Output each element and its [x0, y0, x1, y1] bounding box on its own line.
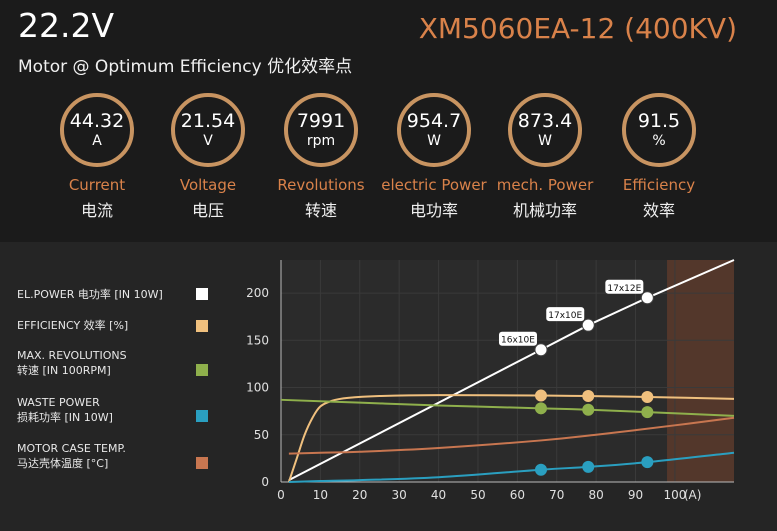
page-subtitle: Motor @ Optimum Efficiency 优化效率点: [18, 57, 353, 77]
data-point-el-power: [534, 343, 548, 357]
x-tick-label: 30: [392, 488, 407, 502]
legend-swatch-case-temp: [196, 457, 208, 469]
gauge-label-cn: 电压: [191, 201, 224, 220]
gauge-label: Voltage: [179, 176, 237, 194]
voltage-title: 22.2V: [18, 6, 115, 45]
gauge-unit: W: [538, 133, 552, 149]
legend-label-efficiency: EFFICIENCY 效率 [%]: [17, 319, 129, 332]
gauge-efficiency: 91.5 % Efficiency 效率: [604, 93, 714, 221]
gauge-voltage: 21.54 V Voltage 电压: [153, 93, 263, 221]
data-point-waste-power: [534, 463, 547, 476]
x-axis-label: (A): [684, 488, 702, 502]
gauge-value: 7991: [296, 110, 346, 132]
y-tick-label: 50: [254, 428, 269, 442]
gauge-current: 44.32 A Current 电流: [42, 93, 152, 221]
x-tick-label: 70: [549, 488, 564, 502]
legend-label-revolutions: MAX. REVOLUTIONS 转速 [IN 100RPM]: [17, 349, 127, 377]
x-tick-label: 40: [431, 488, 446, 502]
gauge-electric-power: 954.7 W electric Power 电功率: [379, 93, 489, 221]
x-tick-label: 90: [628, 488, 643, 502]
legend-label-el-power: EL.POWER 电功率 [IN 10W]: [17, 288, 163, 301]
data-point-efficiency: [582, 390, 595, 403]
x-tick-label: 100: [663, 488, 686, 502]
y-tick-label: 200: [246, 286, 269, 300]
gauge-label: Efficiency: [622, 176, 696, 194]
gauge-value: 954.7: [406, 110, 462, 132]
point-label: 17x12E: [607, 284, 641, 294]
gauge-ring: 954.7 W: [397, 93, 471, 167]
x-tick-label: 60: [510, 488, 525, 502]
gauge-unit: A: [92, 133, 102, 149]
data-point-el-power: [640, 291, 654, 305]
gauge-unit: rpm: [306, 133, 336, 149]
gauge-label: Current: [68, 176, 126, 194]
gauge-value: 21.54: [180, 110, 236, 132]
legend-swatch-el-power: [196, 288, 208, 300]
x-tick-label: 20: [352, 488, 367, 502]
legend-swatch-efficiency: [196, 320, 208, 332]
gauge-label: Revolutions: [277, 176, 365, 194]
gauge-revolutions: 7991 rpm Revolutions 转速: [266, 93, 376, 221]
point-label-box: [605, 279, 644, 294]
point-label-box: [498, 331, 537, 346]
gauge-value: 44.32: [69, 110, 125, 132]
gauge-ring: 91.5 %: [622, 93, 696, 167]
motor-model: XM5060EA-12 (400KV): [418, 12, 737, 45]
overload-region: [667, 260, 734, 482]
gauge-label-cn: 转速: [304, 201, 337, 220]
gauge-label-cn: 电功率: [409, 201, 458, 220]
point-label: 16x10E: [501, 336, 535, 346]
data-point-waste-power: [641, 456, 654, 469]
gauge-unit: %: [652, 133, 666, 149]
x-tick-label: 10: [313, 488, 328, 502]
data-point-waste-power: [582, 460, 595, 473]
chart-legend: EL.POWER 电功率 [IN 10W] EFFICIENCY 效率 [%] …: [0, 242, 230, 531]
y-tick-label: 0: [261, 475, 269, 489]
gauge-value: 873.4: [517, 110, 573, 132]
series-line-case-temp: [288, 416, 735, 455]
data-point-efficiency: [534, 389, 547, 402]
data-point-el-power: [581, 318, 595, 332]
legend-swatch-revolutions: [196, 364, 208, 376]
gauge-ring: 44.32 A: [60, 93, 134, 167]
data-point-efficiency: [641, 390, 654, 403]
gauge-value: 91.5: [637, 110, 681, 132]
y-tick-label: 150: [246, 333, 269, 347]
gauge-ring: 7991 rpm: [284, 93, 358, 167]
gauge-label: mech. Power: [496, 176, 594, 194]
data-point-revolutions: [582, 403, 595, 416]
legend-swatch-waste-power: [196, 410, 208, 422]
point-label: 17x10E: [548, 311, 582, 321]
data-point-revolutions: [641, 406, 654, 419]
gauge-label-cn: 机械功率: [512, 201, 577, 220]
gauge-mech-power: 873.4 W mech. Power 机械功率: [490, 93, 600, 221]
x-tick-label: 0: [277, 488, 285, 502]
y-tick-label: 100: [246, 381, 269, 395]
legend-label-case-temp: MOTOR CASE TEMP. 马达壳体温度 [°C]: [17, 442, 126, 470]
gauge-ring: 873.4 W: [508, 93, 582, 167]
gauge-label-cn: 电流: [80, 201, 113, 220]
gauge-unit: V: [203, 133, 213, 149]
point-label-box: [546, 307, 585, 322]
gauge-unit: W: [427, 133, 441, 149]
data-point-revolutions: [534, 402, 547, 415]
x-tick-label: 80: [588, 488, 603, 502]
gauge-label-cn: 效率: [642, 201, 675, 220]
legend-label-waste-power: WASTE POWER 损耗功率 [IN 10W]: [17, 396, 113, 424]
gauge-label: electric Power: [381, 176, 487, 194]
gauge-ring: 21.54 V: [171, 93, 245, 167]
x-tick-label: 50: [470, 488, 485, 502]
